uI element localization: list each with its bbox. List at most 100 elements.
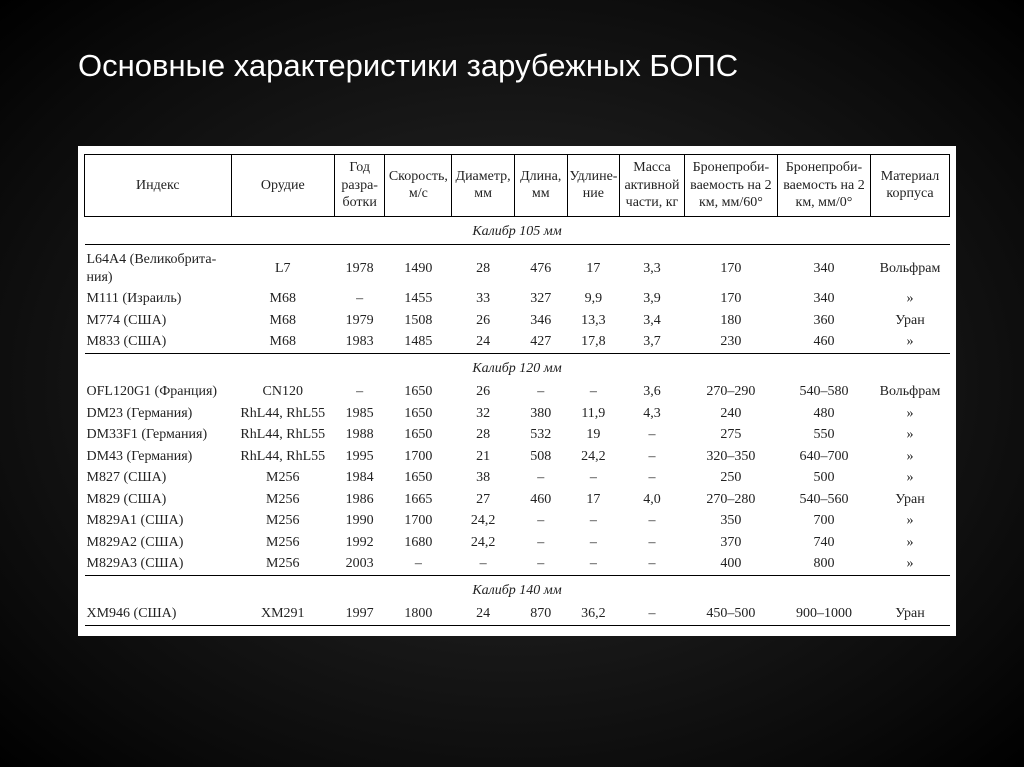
cell-speed: – bbox=[385, 553, 452, 575]
col-elong: Удлине-ние bbox=[567, 155, 620, 217]
col-speed: Скорость, м/с bbox=[385, 155, 452, 217]
cell-diam: 24,2 bbox=[452, 532, 515, 554]
cell-diam: 26 bbox=[452, 381, 515, 403]
cell-pen0: 360 bbox=[777, 310, 870, 332]
cell-index: M829A1 (США) bbox=[85, 510, 232, 532]
cell-gun: L7 bbox=[231, 245, 334, 289]
table-row: OFL120G1 (Франция)CN120–165026––3,6270–2… bbox=[85, 381, 950, 403]
cell-diam: 24 bbox=[452, 603, 515, 625]
table-row: M829 (США)M2561986166527460174,0270–2805… bbox=[85, 489, 950, 511]
cell-index: M829 (США) bbox=[85, 489, 232, 511]
cell-gun: RhL44, RhL55 bbox=[231, 424, 334, 446]
col-diam: Диаметр, мм bbox=[452, 155, 515, 217]
cell-gun: M256 bbox=[231, 532, 334, 554]
cell-mass: – bbox=[620, 424, 685, 446]
cell-gun: CN120 bbox=[231, 381, 334, 403]
cell-speed: 1650 bbox=[385, 424, 452, 446]
cell-diam: 33 bbox=[452, 288, 515, 310]
cell-len: 327 bbox=[514, 288, 567, 310]
cell-material: » bbox=[870, 288, 949, 310]
cell-pen60: 270–280 bbox=[684, 489, 777, 511]
col-pen60: Бронепроби-ваемость на 2 км, мм/60° bbox=[684, 155, 777, 217]
cell-material: » bbox=[870, 467, 949, 489]
cell-pen0: 550 bbox=[777, 424, 870, 446]
cell-index: XM946 (США) bbox=[85, 603, 232, 625]
cell-mass: – bbox=[620, 446, 685, 468]
cell-diam: – bbox=[452, 553, 515, 575]
cell-pen60: 350 bbox=[684, 510, 777, 532]
cell-pen60: 400 bbox=[684, 553, 777, 575]
cell-year: 1983 bbox=[334, 331, 385, 353]
cell-speed: 1650 bbox=[385, 381, 452, 403]
cell-material: » bbox=[870, 424, 949, 446]
col-mass: Масса активной части, кг bbox=[620, 155, 685, 217]
cell-year: 1985 bbox=[334, 403, 385, 425]
cell-speed: 1665 bbox=[385, 489, 452, 511]
cell-year: 2003 bbox=[334, 553, 385, 575]
col-pen0: Бронепроби-ваемость на 2 км, мм/0° bbox=[777, 155, 870, 217]
cell-index: M774 (США) bbox=[85, 310, 232, 332]
cell-pen0: 700 bbox=[777, 510, 870, 532]
cell-index: M829A3 (США) bbox=[85, 553, 232, 575]
cell-year: – bbox=[334, 288, 385, 310]
cell-len: 476 bbox=[514, 245, 567, 289]
cell-len: 508 bbox=[514, 446, 567, 468]
table-row: L64A4 (Великобрита-ния)L7197814902847617… bbox=[85, 245, 950, 289]
cell-mass: – bbox=[620, 510, 685, 532]
cell-speed: 1700 bbox=[385, 510, 452, 532]
cell-material: » bbox=[870, 532, 949, 554]
cell-index: M829A2 (США) bbox=[85, 532, 232, 554]
cell-speed: 1508 bbox=[385, 310, 452, 332]
cell-mass: 3,4 bbox=[620, 310, 685, 332]
cell-gun: M256 bbox=[231, 510, 334, 532]
section-heading: Калибр 105 мм bbox=[85, 216, 950, 245]
table-row: M829A3 (США)M2562003–––––400800» bbox=[85, 553, 950, 575]
cell-material: » bbox=[870, 403, 949, 425]
cell-speed: 1650 bbox=[385, 403, 452, 425]
cell-pen0: 480 bbox=[777, 403, 870, 425]
cell-elong: 17 bbox=[567, 489, 620, 511]
cell-gun: M68 bbox=[231, 288, 334, 310]
cell-pen0: 540–560 bbox=[777, 489, 870, 511]
spec-table-container: Индекс Орудие Год разра-ботки Скорость, … bbox=[78, 146, 956, 636]
cell-pen0: 740 bbox=[777, 532, 870, 554]
cell-elong: – bbox=[567, 510, 620, 532]
cell-pen0: 340 bbox=[777, 288, 870, 310]
cell-elong: 17,8 bbox=[567, 331, 620, 353]
section-heading: Калибр 140 мм bbox=[85, 575, 950, 603]
col-len: Длина, мм bbox=[514, 155, 567, 217]
cell-year: 1978 bbox=[334, 245, 385, 289]
cell-diam: 26 bbox=[452, 310, 515, 332]
cell-elong: 11,9 bbox=[567, 403, 620, 425]
cell-elong: – bbox=[567, 553, 620, 575]
cell-elong: 13,3 bbox=[567, 310, 620, 332]
cell-index: DM23 (Германия) bbox=[85, 403, 232, 425]
cell-pen0: 640–700 bbox=[777, 446, 870, 468]
cell-material: » bbox=[870, 331, 949, 353]
cell-pen60: 240 bbox=[684, 403, 777, 425]
cell-year: 1979 bbox=[334, 310, 385, 332]
cell-diam: 24 bbox=[452, 331, 515, 353]
cell-gun: M256 bbox=[231, 489, 334, 511]
cell-pen0: 900–1000 bbox=[777, 603, 870, 625]
cell-year: 1986 bbox=[334, 489, 385, 511]
cell-elong: 19 bbox=[567, 424, 620, 446]
cell-index: M827 (США) bbox=[85, 467, 232, 489]
cell-len: 870 bbox=[514, 603, 567, 625]
cell-len: – bbox=[514, 553, 567, 575]
cell-mass: – bbox=[620, 532, 685, 554]
cell-mass: 3,3 bbox=[620, 245, 685, 289]
table-row: M829A1 (США)M2561990170024,2–––350700» bbox=[85, 510, 950, 532]
cell-year: 1990 bbox=[334, 510, 385, 532]
cell-material: Вольфрам bbox=[870, 381, 949, 403]
cell-year: – bbox=[334, 381, 385, 403]
table-row: M829A2 (США)M2561992168024,2–––370740» bbox=[85, 532, 950, 554]
cell-material: Уран bbox=[870, 603, 949, 625]
cell-len: 532 bbox=[514, 424, 567, 446]
cell-diam: 32 bbox=[452, 403, 515, 425]
cell-len: 346 bbox=[514, 310, 567, 332]
section-heading: Калибр 120 мм bbox=[85, 353, 950, 381]
table-row: DM23 (Германия)RhL44, RhL551985165032380… bbox=[85, 403, 950, 425]
cell-index: DM43 (Германия) bbox=[85, 446, 232, 468]
cell-material: Уран bbox=[870, 310, 949, 332]
